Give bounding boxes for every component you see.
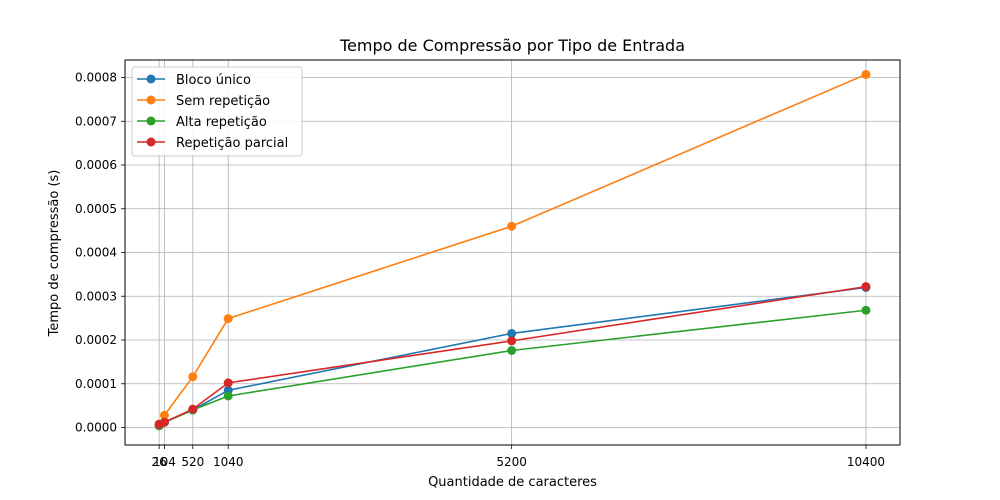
series-1: [154, 69, 871, 429]
legend-frame: [131, 66, 303, 157]
y-tick-label: 0.0005: [75, 202, 117, 216]
series-2: [154, 305, 871, 431]
series-3: [154, 282, 871, 429]
data-point: [507, 336, 517, 346]
legend-swatch-marker: [146, 137, 156, 147]
data-point: [861, 69, 871, 79]
legend-item: Bloco único: [137, 73, 251, 88]
x-tick-label: 10400: [847, 455, 885, 469]
data-point: [159, 417, 169, 427]
series-line: [158, 286, 867, 427]
legend-label: Bloco único: [176, 73, 251, 88]
data-point: [507, 346, 517, 355]
x-tick-label: 1040: [213, 455, 244, 469]
legend-swatch-marker: [146, 116, 156, 126]
y-tick-label: 0.0000: [75, 421, 117, 435]
x-tick-label: 26: [151, 455, 166, 469]
data-point: [861, 305, 871, 315]
grid: [125, 60, 900, 445]
x-tick-label: 520: [181, 455, 204, 469]
data-point: [223, 314, 233, 324]
y-tick-label: 0.0007: [75, 114, 117, 128]
data-point: [507, 328, 517, 338]
legend-item: Repetição parcial: [137, 136, 288, 151]
y-tick-label: 0.0004: [75, 246, 117, 260]
data-point: [159, 410, 169, 420]
series-0: [154, 283, 871, 431]
legend-label: Repetição parcial: [176, 136, 288, 151]
legend-item: Alta repetição: [137, 115, 267, 130]
x-axis-label: Quantidade de caracteres: [428, 475, 597, 490]
x-tick-label: 5200: [496, 455, 527, 469]
legend: Bloco único Sem repetição Alta repetição Re…: [131, 66, 303, 157]
x-tick-label: 104: [153, 455, 176, 469]
y-tick-label: 0.0003: [75, 289, 117, 303]
y-tick-label: 0.0001: [75, 377, 117, 391]
data-point: [861, 282, 871, 292]
y-tick-label: 0.0002: [75, 333, 117, 347]
data-point: [188, 404, 198, 414]
y-axis-label: Tempo de compressão (s): [47, 170, 62, 338]
legend-swatch-marker: [146, 74, 156, 84]
legend-label: Sem repetição: [176, 94, 270, 109]
chart-title: Tempo de Compressão por Tipo de Entrada: [339, 36, 685, 55]
y-tick-label: 0.0008: [75, 71, 117, 85]
legend-item: Sem repetição: [137, 94, 270, 109]
series-line: [158, 309, 867, 427]
series-layer: [154, 69, 871, 431]
y-tick-label: 0.0006: [75, 158, 117, 172]
data-point: [507, 221, 517, 231]
data-point: [223, 391, 233, 401]
data-point: [223, 378, 233, 388]
data-point: [188, 372, 198, 382]
legend-label: Alta repetição: [176, 115, 267, 130]
legend-swatch-marker: [146, 95, 156, 105]
